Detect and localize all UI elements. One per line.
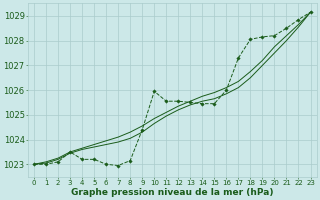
X-axis label: Graphe pression niveau de la mer (hPa): Graphe pression niveau de la mer (hPa) [71,188,274,197]
